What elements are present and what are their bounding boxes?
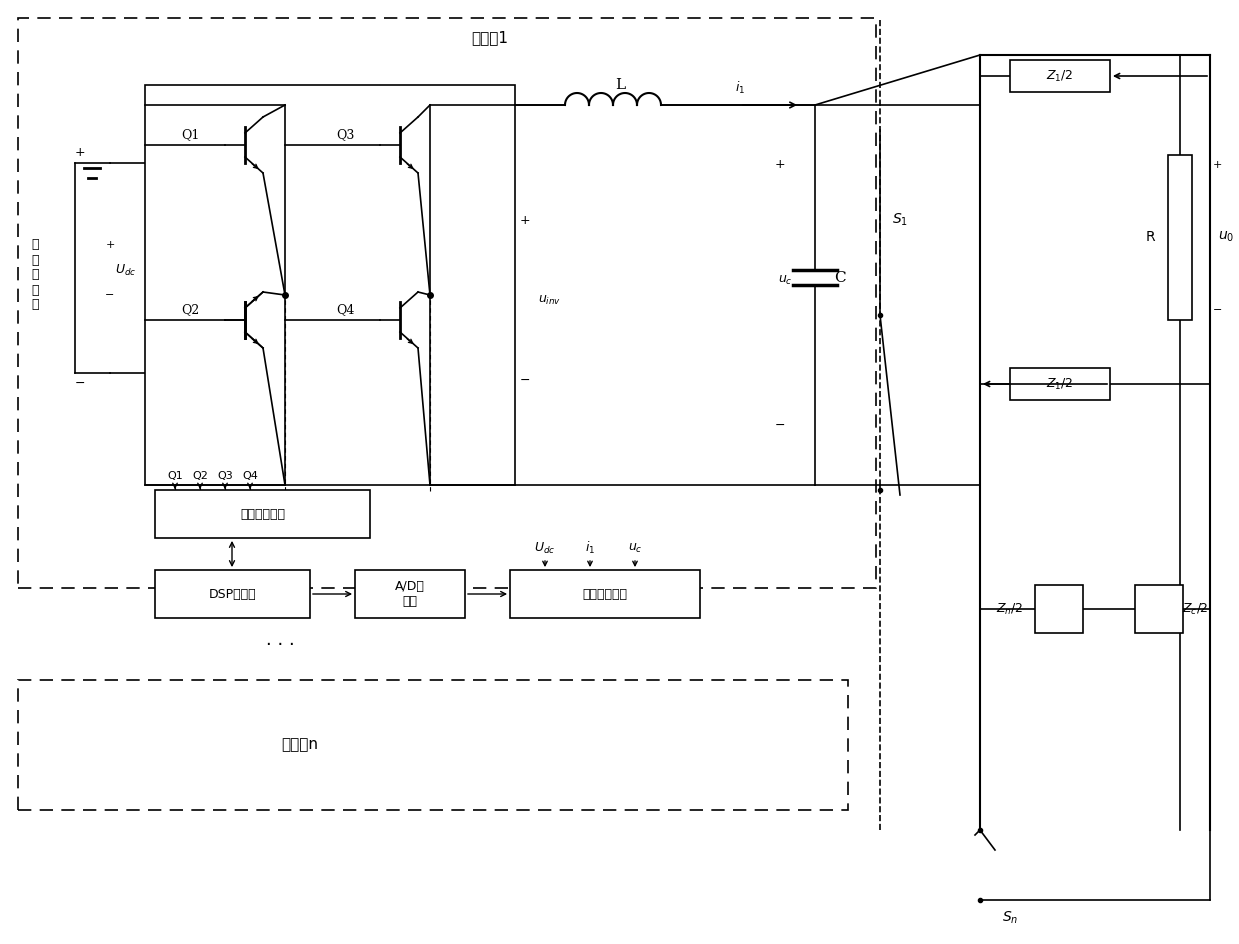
Text: $U_{dc}$: $U_{dc}$ [115, 262, 136, 278]
Text: −: − [774, 418, 786, 431]
Text: Q3: Q3 [217, 471, 233, 481]
Text: $i_1$: $i_1$ [585, 540, 595, 556]
Bar [19, 680, 847, 810]
Text: Q3: Q3 [336, 128, 354, 142]
Text: $S_1$: $S_1$ [892, 211, 908, 228]
Text: 逆变器n: 逆变器n [281, 737, 318, 752]
Text: $i_1$: $i_1$ [735, 80, 745, 96]
Text: −: − [519, 374, 530, 386]
Bar [1010, 60, 1110, 92]
Text: $S_n$: $S_n$ [1002, 910, 1018, 926]
Text: $Z_1/2$: $Z_1/2$ [1047, 377, 1073, 392]
Text: $Z_c/2$: $Z_c/2$ [1182, 601, 1208, 616]
Text: R: R [1145, 230, 1155, 244]
Bar [356, 570, 465, 618]
Text: +: + [1213, 160, 1223, 170]
Text: 驱动保护电路: 驱动保护电路 [240, 508, 285, 520]
Bar [1035, 585, 1083, 633]
Text: $Z_1/2$: $Z_1/2$ [1047, 69, 1073, 84]
Bar [1135, 585, 1183, 633]
Text: Q2: Q2 [181, 304, 199, 316]
Text: L: L [615, 78, 624, 92]
Text: +: + [519, 213, 530, 227]
Text: −: − [1213, 305, 1223, 315]
Text: $u_0$: $u_0$ [1218, 229, 1234, 244]
Text: 直
流
稳
压
源: 直 流 稳 压 源 [31, 239, 38, 312]
Text: +: + [774, 159, 786, 172]
Text: −: − [105, 290, 115, 300]
Text: A/D转
换器: A/D转 换器 [395, 580, 425, 608]
Text: $u_c$: $u_c$ [778, 274, 792, 287]
Text: . . .: . . . [265, 631, 295, 649]
Text: C: C [834, 271, 846, 285]
Bar [510, 570, 700, 618]
Text: Q4: Q4 [242, 471, 258, 481]
Text: Q2: Q2 [192, 471, 208, 481]
Bar [155, 570, 310, 618]
Text: $u_{inv}$: $u_{inv}$ [539, 294, 561, 307]
Bar [1168, 155, 1192, 320]
Text: +: + [74, 146, 85, 160]
Text: −: − [74, 377, 85, 390]
Text: Q1: Q1 [181, 128, 199, 142]
Text: Q4: Q4 [336, 304, 354, 316]
Text: 信号调理电路: 信号调理电路 [582, 587, 627, 600]
Text: $u_c$: $u_c$ [628, 542, 642, 554]
Text: $Z_n/2$: $Z_n/2$ [996, 601, 1023, 616]
Bar [1010, 368, 1110, 400]
Text: +: + [105, 240, 115, 250]
Bar [155, 490, 370, 538]
Text: Q1: Q1 [167, 471, 183, 481]
Text: 逆变器1: 逆变器1 [472, 30, 508, 45]
Text: DSP控制器: DSP控制器 [209, 587, 256, 600]
Bar [19, 18, 876, 588]
Text: $U_{dc}$: $U_{dc}$ [534, 541, 556, 556]
Bar [145, 85, 515, 485]
